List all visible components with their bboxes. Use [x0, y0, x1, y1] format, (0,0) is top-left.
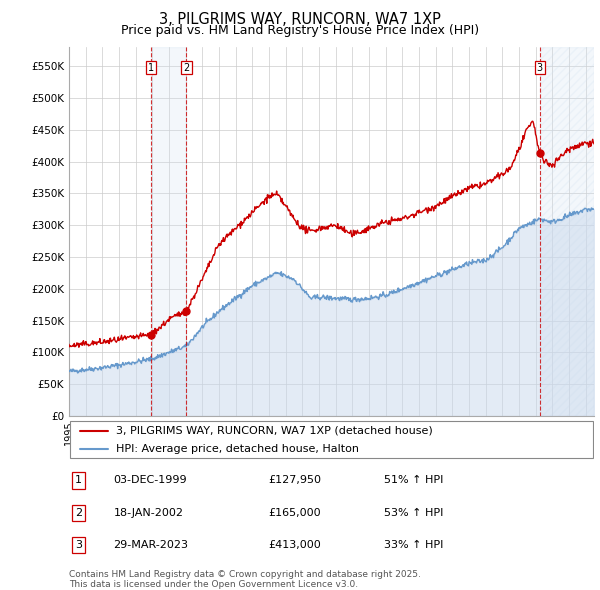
Text: 33% ↑ HPI: 33% ↑ HPI [384, 540, 443, 550]
Text: 2: 2 [184, 63, 190, 73]
Text: £165,000: £165,000 [269, 508, 321, 517]
Text: Contains HM Land Registry data © Crown copyright and database right 2025.
This d: Contains HM Land Registry data © Crown c… [69, 570, 421, 589]
Text: Price paid vs. HM Land Registry's House Price Index (HPI): Price paid vs. HM Land Registry's House … [121, 24, 479, 37]
Text: 03-DEC-1999: 03-DEC-1999 [113, 476, 187, 486]
Text: £413,000: £413,000 [269, 540, 321, 550]
Bar [539, 47, 594, 416]
Text: 51% ↑ HPI: 51% ↑ HPI [384, 476, 443, 486]
Text: 3: 3 [536, 63, 543, 73]
Text: £127,950: £127,950 [269, 476, 322, 486]
Bar [151, 47, 187, 416]
Text: 2: 2 [75, 508, 82, 517]
Text: HPI: Average price, detached house, Halton: HPI: Average price, detached house, Halt… [116, 444, 359, 454]
Text: 29-MAR-2023: 29-MAR-2023 [113, 540, 188, 550]
Text: 3, PILGRIMS WAY, RUNCORN, WA7 1XP (detached house): 3, PILGRIMS WAY, RUNCORN, WA7 1XP (detac… [116, 426, 433, 436]
FancyBboxPatch shape [70, 421, 593, 458]
Text: 3, PILGRIMS WAY, RUNCORN, WA7 1XP: 3, PILGRIMS WAY, RUNCORN, WA7 1XP [159, 12, 441, 27]
Text: 1: 1 [148, 63, 154, 73]
Text: 3: 3 [75, 540, 82, 550]
Text: 53% ↑ HPI: 53% ↑ HPI [384, 508, 443, 517]
Text: 18-JAN-2002: 18-JAN-2002 [113, 508, 184, 517]
Text: 1: 1 [75, 476, 82, 486]
